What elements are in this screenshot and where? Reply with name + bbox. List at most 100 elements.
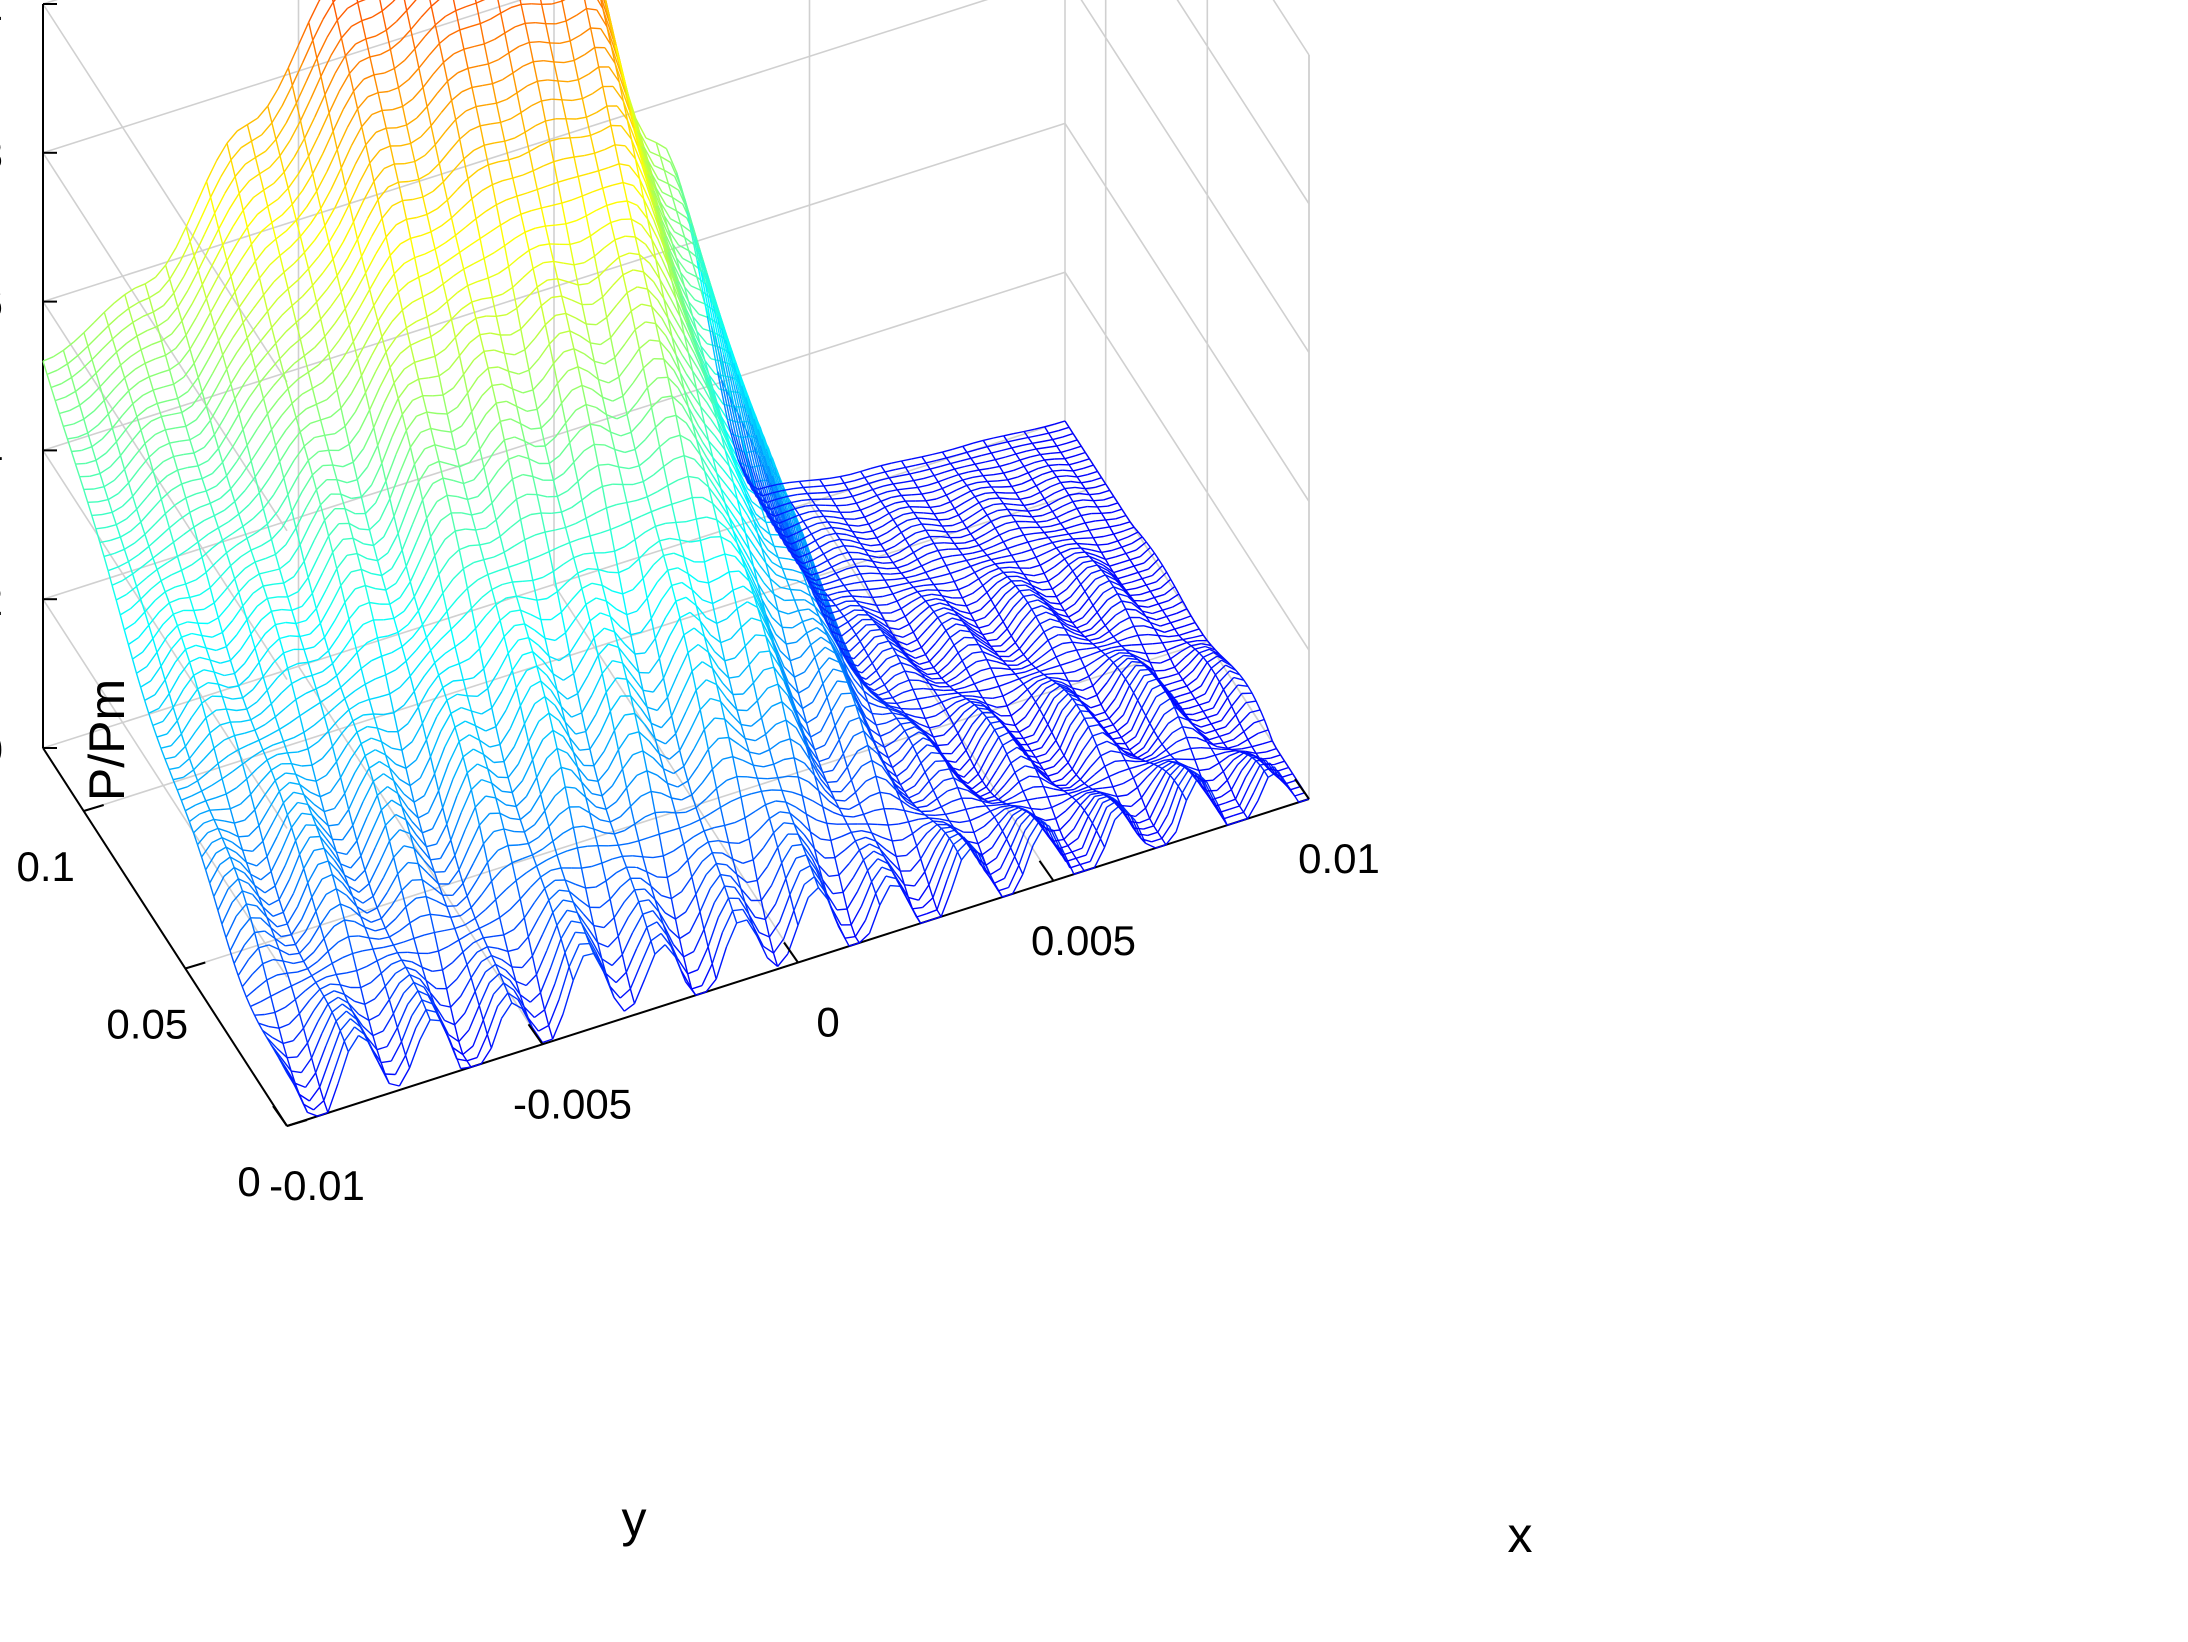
mesh-segment bbox=[442, 687, 448, 701]
mesh-segment bbox=[703, 561, 710, 584]
mesh-segment bbox=[1055, 656, 1061, 666]
mesh-segment bbox=[258, 277, 265, 295]
mesh-segment bbox=[246, 708, 252, 721]
mesh-segment bbox=[565, 422, 571, 443]
mesh-segment bbox=[499, 744, 505, 762]
mesh-segment bbox=[879, 792, 885, 809]
mesh-segment bbox=[434, 871, 445, 873]
mesh-segment bbox=[385, 1073, 396, 1076]
mesh-segment bbox=[234, 501, 240, 515]
mesh-segment bbox=[360, 987, 366, 1005]
mesh-segment bbox=[854, 840, 861, 851]
mesh-segment bbox=[209, 659, 215, 673]
mesh-segment bbox=[548, 463, 555, 481]
mesh-segment bbox=[503, 439, 510, 460]
mesh-segment bbox=[250, 244, 257, 262]
mesh-segment bbox=[917, 487, 923, 495]
mesh-segment bbox=[520, 423, 526, 442]
mesh-segment bbox=[401, 309, 408, 328]
mesh-segment bbox=[421, 624, 428, 638]
mesh-segment bbox=[609, 529, 616, 552]
mesh-segment bbox=[1031, 663, 1037, 669]
mesh-segment bbox=[888, 512, 894, 520]
mesh-segment bbox=[257, 1022, 264, 1031]
mesh-segment bbox=[929, 578, 935, 585]
mesh-segment bbox=[491, 502, 497, 521]
mesh-segment bbox=[846, 908, 852, 925]
mesh-segment bbox=[540, 512, 546, 533]
mesh-segment bbox=[200, 856, 207, 871]
mesh-segment bbox=[900, 723, 906, 732]
mesh-segment bbox=[258, 825, 264, 842]
mesh-segment bbox=[933, 820, 944, 823]
mesh-segment bbox=[445, 988, 452, 1008]
mesh-segment bbox=[230, 159, 236, 177]
mesh-segment bbox=[401, 200, 408, 220]
mesh-segment bbox=[655, 142, 661, 157]
mesh-segment bbox=[515, 981, 521, 995]
mesh-segment bbox=[115, 599, 121, 616]
mesh-segment bbox=[1018, 731, 1024, 739]
mesh-segment bbox=[629, 988, 636, 1004]
mesh-segment bbox=[990, 667, 996, 678]
mesh-segment bbox=[245, 862, 252, 875]
mesh-segment bbox=[670, 797, 677, 814]
mesh-segment bbox=[307, 968, 313, 977]
mesh-segment bbox=[446, 699, 452, 714]
mesh-segment bbox=[585, 8, 592, 29]
mesh-segment bbox=[331, 1011, 337, 1022]
mesh-segment bbox=[373, 181, 379, 200]
mesh-segment bbox=[657, 876, 668, 879]
mesh-segment bbox=[356, 652, 362, 669]
mesh-segment bbox=[196, 844, 203, 858]
mesh-segment bbox=[254, 561, 260, 575]
mesh-segment bbox=[320, 76, 326, 95]
mesh-segment bbox=[95, 372, 101, 387]
mesh-segment bbox=[900, 460, 907, 468]
mesh-segment bbox=[772, 952, 779, 967]
mesh-segment bbox=[286, 667, 293, 684]
mesh-segment bbox=[1079, 804, 1085, 811]
mesh-segment bbox=[793, 599, 800, 611]
mesh-segment bbox=[908, 623, 914, 633]
mesh-segment bbox=[1001, 830, 1008, 840]
mesh-segment bbox=[221, 632, 228, 647]
mesh-segment bbox=[957, 548, 964, 556]
mesh-segment bbox=[389, 604, 395, 619]
mesh-segment bbox=[634, 329, 640, 349]
mesh-segment bbox=[556, 278, 563, 297]
mesh-segment bbox=[450, 217, 457, 236]
mesh-segment bbox=[666, 877, 673, 899]
mesh-segment bbox=[941, 525, 947, 533]
mesh-segment bbox=[736, 874, 742, 889]
mesh-segment bbox=[982, 585, 988, 593]
mesh-segment bbox=[156, 326, 163, 341]
mesh-segment bbox=[201, 284, 208, 299]
mesh-segment bbox=[205, 406, 212, 421]
mesh-segment bbox=[973, 832, 979, 844]
mesh-segment bbox=[867, 655, 873, 664]
mesh-segment bbox=[266, 979, 272, 997]
mesh-segment bbox=[589, 27, 596, 48]
mesh-segment bbox=[1075, 800, 1081, 806]
mesh-segment bbox=[1055, 818, 1061, 831]
mesh-segment bbox=[425, 896, 431, 915]
mesh-segment bbox=[544, 810, 550, 827]
mesh-segment bbox=[1018, 590, 1025, 597]
mesh-segment bbox=[462, 951, 468, 965]
mesh-segment bbox=[949, 501, 956, 509]
mesh-segment bbox=[540, 305, 546, 325]
mesh-segment bbox=[221, 778, 227, 795]
mesh-segment bbox=[703, 729, 709, 750]
mesh-segment bbox=[646, 387, 653, 408]
mesh-segment bbox=[715, 684, 722, 702]
mesh-segment bbox=[483, 467, 489, 486]
mesh-segment bbox=[62, 426, 69, 440]
mesh-segment bbox=[364, 684, 370, 700]
mesh-segment bbox=[826, 780, 838, 784]
mesh-segment bbox=[393, 382, 399, 399]
mesh-segment bbox=[928, 884, 934, 898]
mesh-segment bbox=[422, 87, 428, 107]
mesh-segment bbox=[593, 444, 599, 466]
mesh-segment bbox=[573, 462, 579, 482]
